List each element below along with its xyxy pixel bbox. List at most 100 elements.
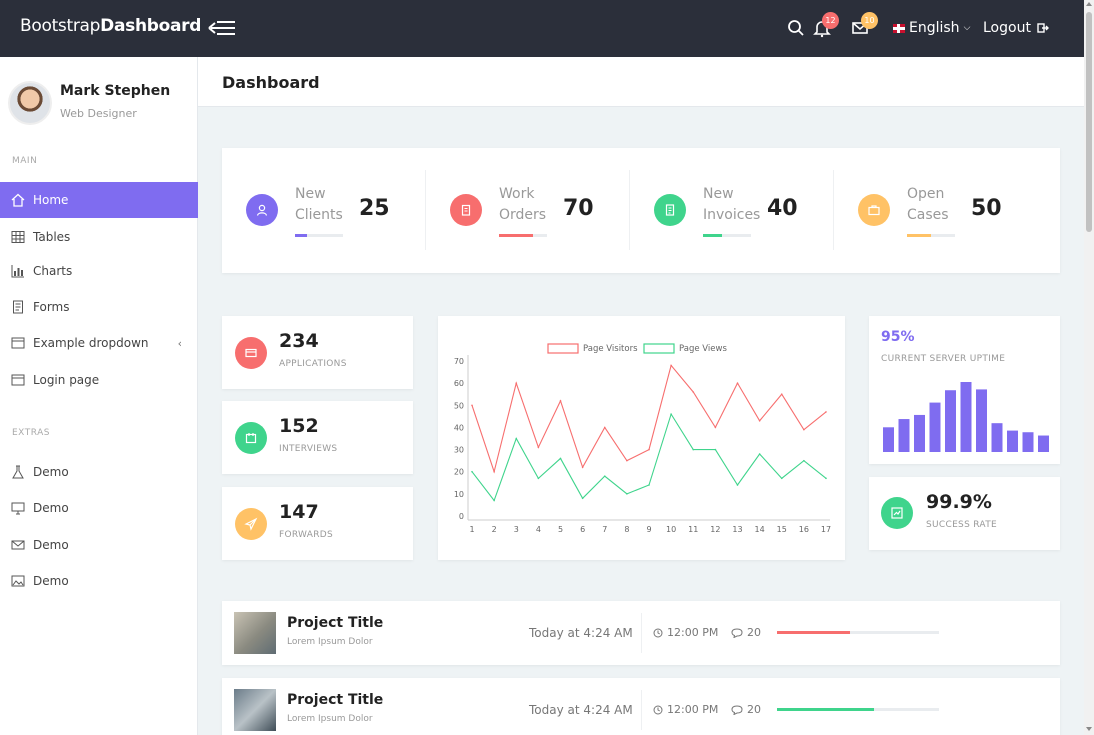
project-progress	[777, 708, 939, 711]
stat-progress	[703, 234, 751, 237]
project-subtitle: Lorem Ipsum Dolor	[287, 714, 373, 724]
x-tick-label: 9	[646, 525, 651, 534]
card-interviews: 152 INTERVIEWS	[222, 401, 413, 474]
bar-chart-icon	[11, 265, 24, 278]
mail-icon	[11, 540, 25, 550]
card-value: 152	[279, 415, 319, 437]
uptime-bar	[991, 423, 1003, 452]
stat-new-invoices: New Invoices 40	[630, 148, 834, 273]
series-line-page-views	[471, 412, 827, 502]
uk-flag-icon	[893, 23, 905, 33]
uptime-bar	[898, 419, 910, 452]
uptime-bar	[929, 402, 941, 452]
data-point	[736, 382, 739, 384]
card-label: FORWARDS	[279, 530, 334, 540]
sidebar-item-charts[interactable]: Charts	[0, 253, 198, 289]
menu-toggle-icon[interactable]	[207, 18, 237, 38]
data-point	[670, 413, 672, 415]
uptime-bar	[976, 389, 987, 452]
x-tick-label: 16	[799, 525, 809, 534]
language-dropdown[interactable]: English ⌵	[893, 20, 970, 36]
project-time: 12:00 PM	[653, 626, 718, 639]
project-date: Today at 4:24 AM	[529, 703, 633, 717]
stat-progress-fill	[295, 234, 307, 237]
scroll-up-arrow[interactable]	[1086, 2, 1092, 6]
legend-swatch	[643, 343, 675, 354]
sidebar-item-forms[interactable]: Forms	[0, 289, 198, 325]
avatar[interactable]	[8, 81, 52, 125]
logout-label: Logout	[983, 20, 1031, 36]
sidebar-item-label: Charts	[33, 264, 73, 278]
project-title[interactable]: Project Title	[287, 692, 384, 708]
stat-label: Open Cases	[907, 186, 949, 223]
sidebar-item-tables[interactable]: Tables	[0, 219, 198, 255]
data-point	[758, 453, 761, 455]
language-label: English	[909, 20, 960, 36]
x-tick-label: 13	[732, 525, 742, 534]
data-point	[780, 477, 783, 480]
card-applications: 234 APPLICATIONS	[222, 316, 413, 389]
data-point	[648, 448, 650, 451]
x-tick-label: 11	[688, 525, 698, 534]
messages-badge: 10	[861, 12, 878, 29]
stats-card: New Clients 25 Work Orders 70 New Invoices …	[222, 148, 1060, 273]
section-label-extras: EXTRAS	[12, 428, 50, 438]
uptime-bar-chart	[883, 382, 1049, 452]
scrollbar-thumb[interactable]	[1086, 12, 1092, 232]
briefcase-icon	[858, 194, 890, 226]
sidebar-item-demo-4[interactable]: Demo	[0, 563, 198, 599]
x-tick-label: 8	[624, 525, 629, 534]
uptime-bar	[945, 390, 956, 452]
sidebar-item-label: Forms	[33, 300, 70, 314]
data-point	[471, 470, 473, 473]
chevron-down-icon: ⌵	[963, 23, 971, 33]
calendar-icon	[235, 422, 267, 454]
data-point	[692, 448, 695, 451]
data-point	[559, 457, 562, 460]
sidebar-item-login-page[interactable]: Login page	[0, 362, 198, 398]
data-point	[825, 411, 827, 413]
project-comments: 20	[731, 703, 761, 716]
x-tick-label: 2	[492, 525, 497, 534]
x-tick-label: 5	[558, 525, 563, 534]
uptime-bar	[1038, 435, 1049, 452]
data-point	[603, 426, 606, 429]
legend-swatch	[547, 343, 579, 354]
sidebar-item-demo-2[interactable]: Demo	[0, 490, 198, 526]
server-uptime-card: 95% CURRENT SERVER UPTIME	[869, 316, 1060, 464]
clipboard-icon	[450, 194, 482, 226]
sidebar-item-home[interactable]: Home	[0, 182, 198, 218]
x-tick-label: 10	[666, 525, 676, 534]
data-point	[559, 400, 562, 402]
data-point	[471, 404, 473, 407]
project-subtitle: Lorem Ipsum Dolor	[287, 637, 373, 647]
stat-value: 25	[359, 196, 390, 221]
x-tick-label: 17	[821, 525, 831, 534]
page-scrollbar[interactable]	[1084, 0, 1094, 735]
sidebar-item-demo-3[interactable]: Demo	[0, 527, 198, 563]
y-tick-label: 10	[454, 490, 464, 499]
data-point	[626, 493, 628, 495]
project-title[interactable]: Project Title	[287, 615, 384, 631]
sidebar-item-label: Login page	[33, 373, 100, 387]
data-point	[758, 419, 761, 422]
sidebar-item-label: Example dropdown	[33, 336, 149, 350]
data-point	[803, 459, 805, 462]
search-icon[interactable]	[786, 18, 806, 38]
sidebar-profile: Mark Stephen Web Designer	[0, 57, 198, 137]
brand-logo[interactable]: BootstrapDashboard	[20, 16, 202, 36]
project-row[interactable]: Project Title Lorem Ipsum Dolor Today at…	[222, 601, 1060, 665]
comment-icon	[731, 704, 743, 715]
card-label: INTERVIEWS	[279, 444, 338, 454]
y-tick-label: 70	[454, 357, 464, 366]
success-value: 99.9%	[926, 491, 992, 513]
stat-progress-fill	[499, 234, 533, 237]
project-row[interactable]: Project Title Lorem Ipsum Dolor Today at…	[222, 678, 1060, 735]
sidebar-item-demo-1[interactable]: Demo	[0, 454, 198, 490]
stat-work-orders: Work Orders 70	[426, 148, 630, 273]
logout-button[interactable]: Logout	[983, 20, 1049, 36]
card-forwards: 147 FORWARDS	[222, 487, 413, 560]
sidebar-item-example-dropdown[interactable]: Example dropdown ‹	[0, 325, 198, 361]
scroll-down-arrow[interactable]	[1086, 727, 1092, 731]
